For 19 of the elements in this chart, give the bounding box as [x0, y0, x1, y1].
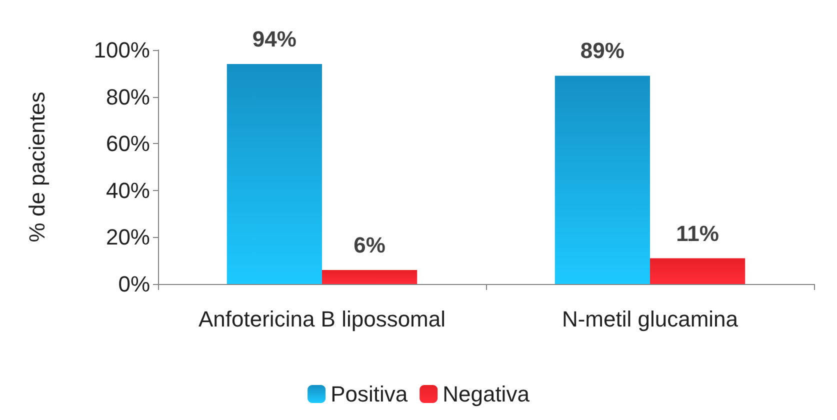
y-tick-label: 20% — [106, 224, 150, 250]
data-label: 11% — [676, 220, 719, 246]
bar — [554, 76, 650, 284]
y-axis-title: % de pacientes — [24, 92, 50, 242]
y-tick-label: 80% — [106, 84, 150, 110]
x-tick-label: N-metil glucamina — [562, 306, 739, 332]
bar — [650, 258, 746, 284]
y-tick-label: 100% — [94, 38, 150, 62]
data-label: 89% — [580, 38, 624, 64]
x-tick-label: Anfotericina B lipossomal — [198, 306, 446, 332]
data-label: 94% — [252, 26, 296, 52]
y-tick-label: 40% — [106, 178, 150, 203]
y-tick-label: 0% — [118, 272, 150, 296]
legend-label: Positiva — [330, 382, 408, 406]
bar — [322, 270, 418, 284]
bar — [226, 64, 322, 284]
y-tick-label: 60% — [106, 131, 150, 156]
data-label: 6% — [354, 232, 386, 258]
legend-label: Negativa — [442, 382, 530, 406]
